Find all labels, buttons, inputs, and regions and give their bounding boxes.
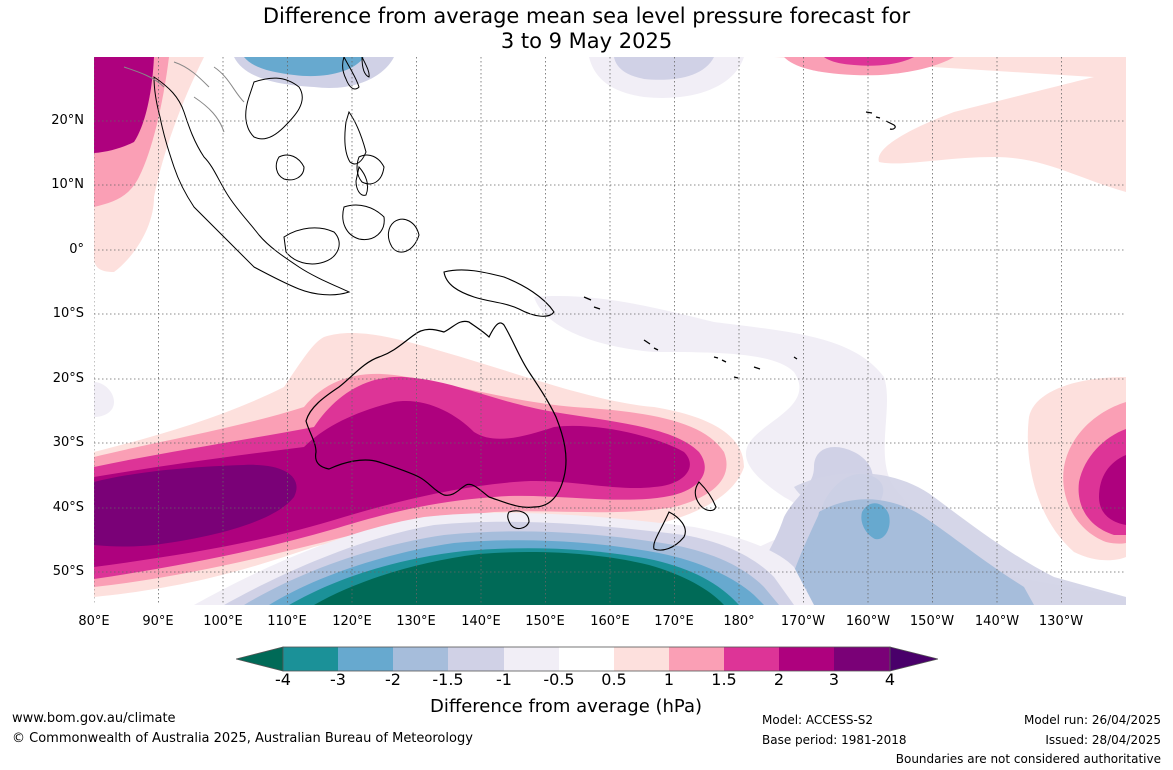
anomaly-map (94, 57, 1126, 605)
colorbar-tick: 1 (663, 670, 675, 689)
colorbar-border (282, 646, 891, 672)
colorbar-seg-1 (283, 647, 338, 671)
latitude-gridlines (94, 120, 1126, 573)
model-text: Model: ACCESS-S2 (762, 713, 874, 727)
colorbar-seg-2 (338, 647, 393, 671)
anomaly-region-nw-strong (94, 57, 154, 153)
lon-label-180: 180° (723, 614, 755, 629)
lon-label-140w: 140°W (974, 614, 1020, 629)
website-link[interactable]: www.bom.gov.au/climate (12, 711, 176, 726)
lon-label-100e: 100°E (203, 614, 243, 629)
colorbar-tick: -1.5 (432, 670, 464, 689)
model-run-text: Model run: 26/04/2025 (1023, 713, 1161, 727)
lon-label-140e: 140°E (461, 614, 501, 629)
japan-coastline (342, 57, 370, 90)
anomaly-region-c-blue-ring2 (804, 499, 1034, 605)
hawaii-islands (865, 111, 896, 130)
colorbar (235, 645, 939, 673)
anomaly-region-w-pale (94, 382, 114, 417)
title-line-2: 3 to 9 May 2025 (500, 29, 673, 53)
anomaly-region-n-blue (244, 57, 364, 77)
lon-label-120e: 120°E (332, 614, 372, 629)
colorbar-seg-6 (559, 647, 614, 671)
lon-label-170w: 170°W (780, 614, 826, 629)
china-borders (123, 61, 245, 133)
chart-title: Difference from average mean sea level p… (0, 4, 1173, 54)
colorbar-label: Difference from average (hPa) (429, 696, 703, 717)
colorbar-seg-4 (448, 647, 504, 671)
colorbar-tick: -0.5 (543, 670, 575, 689)
new-zealand-coastline (653, 481, 717, 551)
anomaly-region-so-deep (314, 552, 724, 605)
colorbar-tick: -1 (496, 670, 512, 689)
map-panel (94, 57, 1126, 605)
colorbar-seg-9 (724, 647, 779, 671)
copyright-text: © Commonwealth of Australia 2025, Austra… (12, 731, 473, 746)
colorbar-seg-8 (669, 647, 724, 671)
lon-label-150e: 150°E (525, 614, 565, 629)
colorbar-seg-11 (834, 647, 890, 671)
philippines-coastline (344, 110, 369, 196)
anomaly-region-n-pale2 (614, 57, 714, 80)
boundaries-disclaimer: Boundaries are not considered authoritat… (895, 752, 1161, 766)
lat-label-10n: 10°N (51, 177, 84, 192)
colorbar-extend-high (889, 646, 939, 672)
lon-label-160w: 160°W (845, 614, 891, 629)
title-line-1: Difference from average mean sea level p… (262, 4, 911, 28)
lat-label-20s: 20°S (52, 371, 84, 386)
anomaly-region-ne-top2 (824, 57, 914, 66)
lon-label-150w: 150°W (909, 614, 955, 629)
new-guinea-coastline (443, 269, 555, 317)
lon-label-90e: 90°E (142, 614, 174, 629)
colorbar-extend-low (235, 646, 284, 672)
southeast-asia-coastline (153, 76, 420, 296)
issued-text: Issued: 28/04/2025 (1045, 733, 1161, 747)
lat-label-40s: 40°S (52, 500, 84, 515)
colorbar-tick: 3 (828, 670, 840, 689)
colorbar-tick: -4 (275, 670, 291, 689)
tasmania-coastline (507, 510, 530, 530)
colorbar-graphic (235, 646, 939, 672)
anomaly-region-e-peak (1099, 455, 1126, 525)
lon-label-80e: 80°E (78, 614, 110, 629)
lat-label-0: 0° (69, 242, 84, 257)
lat-label-10s: 10°S (52, 306, 84, 321)
anomaly-region-s-max (94, 464, 297, 547)
anomaly-region-ne-top (784, 57, 954, 76)
colorbar-tick: -3 (330, 670, 346, 689)
colorbar-seg-10 (779, 647, 834, 671)
longitude-gridlines (94, 57, 1062, 605)
lat-label-20n: 20°N (51, 113, 84, 128)
pacific-islands (583, 296, 798, 379)
colorbar-tick: 2 (773, 670, 785, 689)
colorbar-seg-5 (504, 647, 559, 671)
colorbar-tick: 0.5 (601, 670, 627, 689)
anomaly-region-c-blue-core (861, 503, 890, 540)
lon-label-170e: 170°E (654, 614, 694, 629)
anomaly-region-ne-pink (774, 57, 1126, 192)
lon-label-130e: 130°E (396, 614, 436, 629)
colorbar-tick: 1.5 (711, 670, 737, 689)
lat-label-50s: 50°S (52, 564, 84, 579)
colorbar-seg-7 (614, 647, 669, 671)
colorbar-tick: -2 (385, 670, 401, 689)
lat-label-30s: 30°S (52, 435, 84, 450)
lon-label-110e: 110°E (267, 614, 307, 629)
colorbar-seg-3 (393, 647, 448, 671)
base-period-text: Base period: 1981-2018 (762, 733, 907, 747)
lon-label-130w: 130°W (1038, 614, 1084, 629)
lon-label-160e: 160°E (590, 614, 630, 629)
colorbar-tick: 4 (884, 670, 896, 689)
